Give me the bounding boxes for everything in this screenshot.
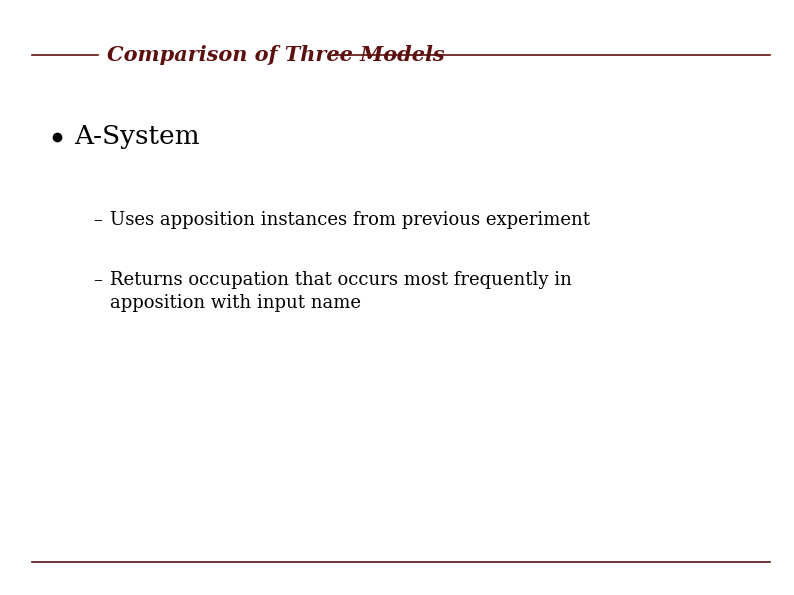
Text: A-System: A-System (74, 124, 199, 149)
Text: Uses apposition instances from previous experiment: Uses apposition instances from previous … (110, 211, 590, 229)
Text: –: – (94, 271, 102, 289)
Text: Comparison of Three Models: Comparison of Three Models (107, 45, 445, 65)
Text: Returns occupation that occurs most frequently in
apposition with input name: Returns occupation that occurs most freq… (110, 271, 572, 312)
Text: –: – (94, 211, 102, 229)
